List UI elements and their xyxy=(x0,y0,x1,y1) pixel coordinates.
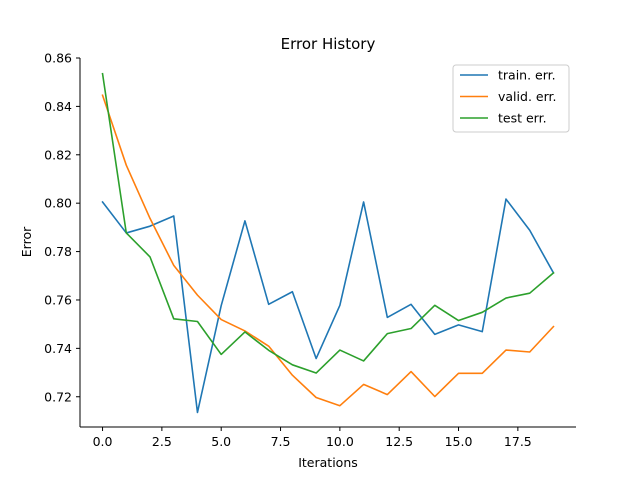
x-tick-label: 10.0 xyxy=(326,434,354,449)
x-tick-label: 15.0 xyxy=(445,434,473,449)
legend-label: valid. err. xyxy=(498,89,556,104)
x-tick-label: 17.5 xyxy=(504,434,532,449)
y-tick-label: 0.74 xyxy=(44,341,72,356)
y-axis-label: Error xyxy=(19,226,34,257)
series-line-test-err xyxy=(101,72,555,374)
x-tick-label: 0.0 xyxy=(93,434,113,449)
x-axis-label: Iterations xyxy=(298,455,358,470)
y-tick-label: 0.76 xyxy=(44,292,72,307)
legend: train. err. valid. err. test err. xyxy=(452,64,570,133)
legend-items: train. err. valid. err. test err. xyxy=(460,68,556,126)
y-tick-label: 0.78 xyxy=(44,244,72,259)
y-tick-label: 0.72 xyxy=(44,389,72,404)
y-tick-label: 0.84 xyxy=(44,99,72,114)
x-tick-label: 5.0 xyxy=(211,434,231,449)
plot-area xyxy=(101,72,555,414)
y-axis-ticks: 0.72 0.74 0.76 0.78 0.80 0.82 0.84 0.86 xyxy=(44,51,80,404)
legend-box xyxy=(452,64,570,133)
x-tick-label: 7.5 xyxy=(271,434,291,449)
x-tick-label: 12.5 xyxy=(385,434,413,449)
x-axis-ticks: 0.0 2.5 5.0 7.5 10.0 12.5 15.0 17.5 xyxy=(93,427,532,449)
legend-label: test err. xyxy=(498,111,547,126)
y-tick-label: 0.80 xyxy=(44,196,72,211)
chart-title: Error History xyxy=(281,35,376,53)
legend-label: train. err. xyxy=(498,68,556,83)
series-line-train-err xyxy=(101,198,555,414)
series-line-valid-err xyxy=(101,94,555,407)
y-tick-label: 0.82 xyxy=(44,147,72,162)
x-tick-label: 2.5 xyxy=(152,434,172,449)
y-tick-label: 0.86 xyxy=(44,51,72,66)
